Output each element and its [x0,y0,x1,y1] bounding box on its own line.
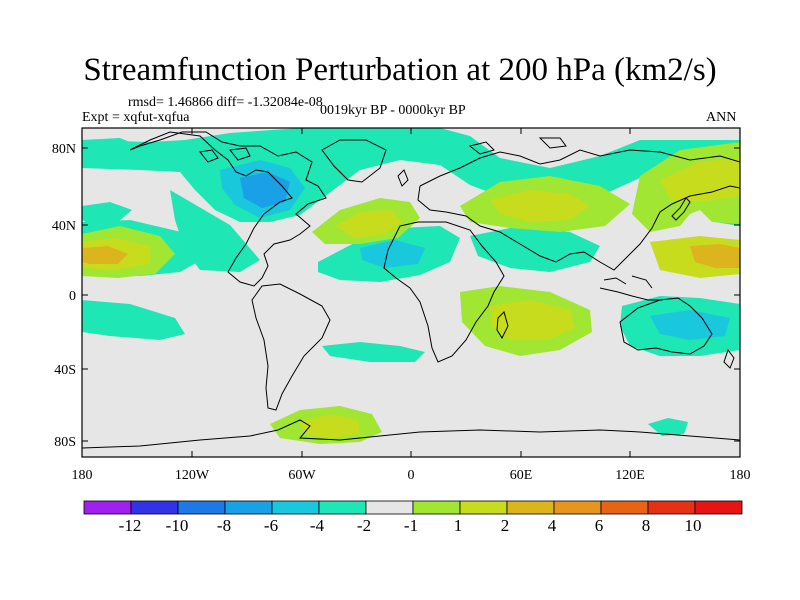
colorbar-swatch [130,500,179,515]
region-tropical-pacific [82,300,185,340]
period-text: 0019kyr BP - 0000kyr BP [320,103,466,118]
colorbar-label: 1 [453,516,463,535]
coast-antarctica [82,419,740,449]
coast-greenland [321,139,387,183]
coast-africa [383,221,505,363]
coastlines [82,131,740,449]
colorbar-swatch [365,500,414,515]
colorbar-label: 8 [641,516,651,535]
lon-label-60e: 60E [510,468,533,483]
plot-title: Streamfunction Perturbation at 200 hPa (… [83,52,717,88]
coast-europe [419,149,740,187]
region-pacific-west-peak [82,246,128,264]
colorbar-swatch [412,500,461,515]
axis-labels: 80N 40N 0 40S 80S 180 120W 60W 0 60E 120… [52,142,751,483]
colorbar-label: -12 [118,516,142,535]
region-atlantic-low [360,240,425,268]
colorbar-label: -6 [263,516,279,535]
colorbar-swatch [506,500,555,515]
lat-label-40s: 40S [54,363,76,378]
region-atlantic-high-core [335,210,402,238]
colorbar-label: -8 [216,516,232,535]
colorbar-swatch [600,500,649,515]
coast-british-isles [397,169,409,187]
colorbar-label: 6 [594,516,604,535]
colorbar-label: 4 [547,516,557,535]
colorbar-swatch [318,500,367,515]
contour-level-plus4 [82,244,740,268]
coast-madagascar [496,311,509,340]
lon-label-60w: 60W [288,468,316,483]
coast-japan [671,197,691,221]
coast-eurasia-south [417,185,740,271]
colorbar-label: -4 [309,516,325,535]
region-pacific-east-core [660,158,740,202]
lon-label-180e: 180 [730,468,751,483]
region-indian-band [470,226,600,272]
lon-label-0: 0 [408,468,415,483]
coast-indonesia [599,275,662,301]
lon-tick-marks [81,128,741,457]
colorbar-swatch [271,500,320,515]
region-south-pacific-low [650,310,730,340]
stats-text: rmsd= 1.46866 diff= -1.32084e-08 [128,95,323,110]
region-west-spot [82,202,132,224]
colorbar-swatch [83,500,132,515]
region-pacific-east-peak [690,244,740,268]
colorbar-label: -10 [165,516,189,535]
lat-label-80n: 80N [52,142,76,157]
lat-label-0: 0 [69,289,76,304]
region-indian-high-core [490,300,575,340]
coast-australia [619,297,713,355]
lat-tick-marks [82,147,740,442]
colorbar-swatch [459,500,508,515]
coast-south-america [251,283,331,411]
colorbar-swatch [647,500,696,515]
experiment-text: Expt = xqfut-xqfua [82,110,190,125]
coast-arctic-islands [199,137,567,163]
colorbar-label: -1 [403,516,419,535]
region-antarctic-high-core [300,414,360,438]
colorbar-swatch [224,500,273,515]
lon-label-120w: 120W [175,468,210,483]
colorbar-swatch [694,500,743,515]
colorbar-label: 2 [500,516,510,535]
lat-label-40n: 40N [52,219,76,234]
lon-label-180w: 180 [72,468,93,483]
coast-new-zealand [723,348,735,369]
contour-field [82,128,740,457]
colorbar-swatch [177,500,226,515]
lon-label-120e: 120E [615,468,645,483]
colorbar-label: -2 [356,516,372,535]
region-antarctic-spot [648,418,688,436]
colorbar-swatch [553,500,602,515]
colorbar-label: 10 [684,516,702,535]
region-left-arctic [82,138,145,168]
season-text: ANN [706,110,737,125]
coast-north-america [129,131,327,287]
lat-label-80s: 80S [54,435,76,450]
colorbar [83,500,743,515]
region-south-atlantic [322,342,425,362]
region-eurasia-high-core [490,190,590,222]
